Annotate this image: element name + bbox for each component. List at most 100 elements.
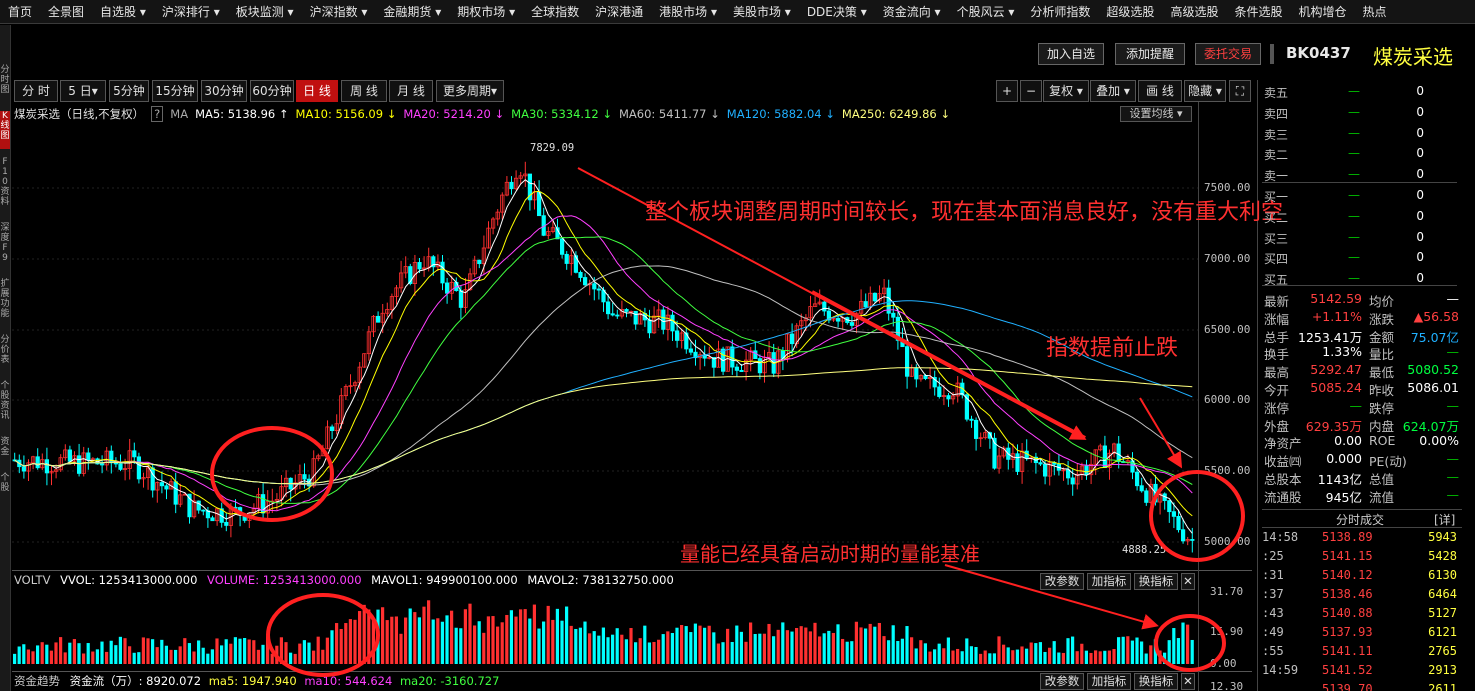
fund-close-icon[interactable]: ✕	[1181, 673, 1195, 690]
nav-item[interactable]: 资金流向 ▾	[882, 4, 941, 19]
orderbook-label: 卖二	[1264, 148, 1289, 163]
volume-bar	[827, 630, 831, 664]
candle-body	[1116, 443, 1121, 462]
vol-switch-indicator-button[interactable]: 换指标	[1134, 573, 1178, 590]
trade-button[interactable]: 委托交易	[1195, 43, 1261, 65]
nav-item[interactable]: 分析师指数	[1030, 4, 1091, 19]
volume-bar	[353, 619, 357, 664]
volume-bar	[555, 608, 559, 664]
volume-bar	[256, 649, 260, 664]
left-strip-tab[interactable]: 个股资讯	[0, 381, 10, 421]
vol-param-button[interactable]: 改参数	[1040, 573, 1084, 590]
nav-item[interactable]: 全景图	[48, 4, 85, 19]
period-tab[interactable]: 日 线	[296, 80, 338, 102]
volume-bar	[841, 638, 845, 664]
chart-tool-button[interactable]: 隐藏 ▾	[1184, 80, 1226, 102]
volume-bar	[583, 621, 587, 664]
left-strip-tab[interactable]: 扩展功能	[0, 279, 10, 319]
volume-bar	[31, 651, 35, 664]
volume-bar	[1025, 648, 1029, 664]
stat-label: 最高	[1264, 365, 1290, 381]
volume-bar	[868, 623, 872, 664]
volume-bar	[473, 625, 477, 664]
chart-tool-button[interactable]: 复权 ▾	[1043, 80, 1089, 102]
left-strip-tab[interactable]: 资金	[0, 437, 10, 457]
volume-bar	[744, 641, 748, 664]
volume-bar	[224, 639, 228, 664]
nav-item[interactable]: 超级选股	[1106, 4, 1155, 19]
period-tab[interactable]: 月 线	[389, 80, 433, 102]
chart-tool-button[interactable]: +	[996, 80, 1018, 102]
period-tab[interactable]: 分 时	[14, 80, 58, 102]
fund-param-button[interactable]: 改参数	[1040, 673, 1084, 690]
left-strip-tab[interactable]: F10资料	[0, 157, 10, 207]
help-icon[interactable]: ?	[151, 106, 164, 122]
fund-add-indicator-button[interactable]: 加指标	[1087, 673, 1131, 690]
period-tab[interactable]: 30分钟	[201, 80, 247, 102]
nav-item[interactable]: 高级选股	[1170, 4, 1219, 19]
divider	[1198, 102, 1199, 691]
fund-switch-indicator-button[interactable]: 换指标	[1134, 673, 1178, 690]
nav-item[interactable]: 条件选股	[1234, 4, 1283, 19]
volume-bar	[289, 652, 293, 664]
tick-row: 14:58 5138.89 5943	[1262, 530, 1462, 549]
vol-axis-label: 31.70	[1210, 585, 1244, 598]
chart-tool-button[interactable]: −	[1020, 80, 1042, 102]
nav-item[interactable]: 港股市场 ▾	[659, 4, 717, 19]
nav-item[interactable]: 个股风云 ▾	[956, 4, 1015, 19]
nav-item[interactable]: 自选股 ▾	[100, 4, 146, 19]
vvol-value: VVOL: 1253413000.000	[60, 573, 198, 587]
nav-item[interactable]: 机构增仓	[1298, 4, 1347, 19]
period-tab[interactable]: 60分钟	[250, 80, 294, 102]
nav-item[interactable]: 首页	[8, 4, 33, 19]
candle-body	[564, 253, 569, 264]
candle-body	[937, 386, 942, 397]
candle-body	[486, 227, 491, 249]
fund-ma5-value: ma5: 1947.940	[208, 674, 297, 688]
volume-bar	[206, 653, 210, 664]
vol-close-icon[interactable]: ✕	[1181, 573, 1195, 590]
volume-bar	[928, 651, 932, 664]
tick-row: :43 5140.88 5127	[1262, 606, 1462, 625]
volume-bar	[790, 631, 794, 664]
nav-item[interactable]: 板块监测 ▾	[235, 4, 294, 19]
chart-tool-button[interactable]: 叠加 ▾	[1090, 80, 1136, 102]
chart-tool-button[interactable]: ⛶	[1229, 80, 1251, 102]
period-tab[interactable]: 更多周期▾	[436, 80, 504, 102]
volume-bar	[546, 605, 550, 664]
ticks-detail-link[interactable]: [详]	[1434, 513, 1456, 527]
left-strip-tab[interactable]: K线图	[0, 111, 10, 149]
nav-item[interactable]: 美股市场 ▾	[732, 4, 791, 19]
nav-item[interactable]: 沪深排行 ▾	[161, 4, 220, 19]
volume-bar	[1011, 650, 1015, 664]
nav-item[interactable]: 热点	[1362, 4, 1387, 19]
left-strip-tab[interactable]: 个股	[0, 473, 10, 493]
candle-body	[1158, 493, 1163, 503]
volume-bar	[1167, 640, 1171, 664]
chart-tool-button[interactable]: 画 线	[1138, 80, 1182, 102]
nav-item[interactable]: 金融期货 ▾	[383, 4, 442, 19]
nav-item[interactable]: 沪深港通	[595, 4, 644, 19]
ma-settings-button[interactable]: 设置均线 ▾	[1120, 106, 1192, 122]
nav-item[interactable]: 全球指数	[531, 4, 580, 19]
left-strip-tab[interactable]: 分价表	[0, 335, 10, 365]
nav-item[interactable]: 期权市场 ▾	[457, 4, 516, 19]
period-tab[interactable]: 15分钟	[152, 80, 198, 102]
period-tab[interactable]: 周 线	[341, 80, 387, 102]
left-strip-tab[interactable]: 深度F9	[0, 223, 10, 263]
add-alert-button[interactable]: 添加提醒	[1115, 43, 1185, 65]
kline-chart[interactable]	[12, 123, 1252, 691]
period-tab[interactable]: 5分钟	[109, 80, 149, 102]
add-watch-button[interactable]: 加入自选	[1038, 43, 1104, 65]
left-strip: 分时图 K线图 F10资料深度F9 扩展功能分价表个股资讯资金个股	[0, 25, 11, 691]
nav-item[interactable]: DDE决策 ▾	[806, 4, 867, 19]
left-strip-tab[interactable]: 分时图	[0, 65, 10, 95]
volume-bar	[707, 625, 711, 664]
volume-bar	[45, 644, 49, 664]
volume-bar	[624, 639, 628, 664]
period-tab[interactable]: 5 日▾	[60, 80, 106, 102]
candle-body	[54, 469, 59, 472]
nav-item[interactable]: 沪深指数 ▾	[309, 4, 368, 19]
vol-add-indicator-button[interactable]: 加指标	[1087, 573, 1131, 590]
volume-bar	[905, 626, 909, 664]
